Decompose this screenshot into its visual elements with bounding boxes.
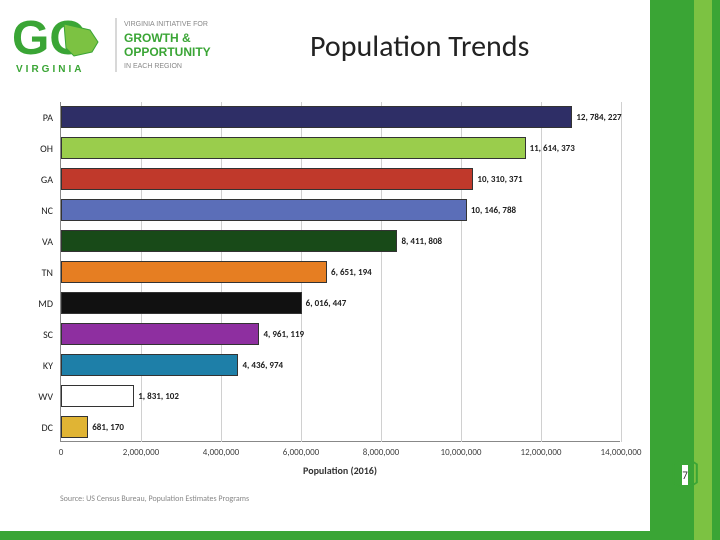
logo-tagline-4: IN EACH REGION xyxy=(124,63,182,70)
bar-row: GA10, 310, 371 xyxy=(61,168,523,190)
logo-tagline-1: VIRGINIA INITIATIVE FOR xyxy=(124,21,208,28)
virginia-shape-icon xyxy=(64,24,98,56)
bar xyxy=(61,261,327,283)
bar-row: KY4, 436, 974 xyxy=(61,354,283,376)
logo-tagline-3: OPPORTUNITY xyxy=(124,45,211,59)
x-axis-title: Population (2016) xyxy=(303,464,377,477)
category-label: DC xyxy=(42,421,61,434)
bar xyxy=(61,292,302,314)
bar xyxy=(61,168,473,190)
bar xyxy=(61,385,134,407)
bar-row: MD6, 016, 447 xyxy=(61,292,346,314)
bar-row: WV1, 831, 102 xyxy=(61,385,179,407)
x-tick-label: 12,000,000 xyxy=(521,447,562,458)
value-label: 8, 411, 808 xyxy=(401,236,442,247)
bar-row: TN6, 651, 194 xyxy=(61,261,372,283)
value-label: 1, 831, 102 xyxy=(138,391,179,402)
page-number-badge: 〔 7 〕 xyxy=(662,460,708,490)
bracket-right-icon: 〕 xyxy=(690,461,718,489)
bar xyxy=(61,137,526,159)
bar-row: PA12, 784, 227 xyxy=(61,106,622,128)
chart-source: Source: US Census Bureau, Population Est… xyxy=(60,494,249,504)
value-label: 10, 146, 788 xyxy=(471,205,516,216)
value-label: 10, 310, 371 xyxy=(477,174,522,185)
value-label: 11, 614, 373 xyxy=(530,143,575,154)
x-tick-label: 10,000,000 xyxy=(441,447,482,458)
category-label: WV xyxy=(38,390,61,403)
bar-row: DC681, 170 xyxy=(61,416,124,438)
slide: 〔 7 〕 GO VIRGINIA VIRGINIA INITIATIVE FO… xyxy=(0,0,720,540)
bar-row: NC10, 146, 788 xyxy=(61,199,516,221)
value-label: 4, 436, 974 xyxy=(242,360,283,371)
bar xyxy=(61,199,467,221)
category-label: PA xyxy=(43,111,61,124)
category-label: GA xyxy=(41,173,61,186)
category-label: NC xyxy=(41,204,61,217)
category-label: OH xyxy=(40,142,61,155)
logo-tagline-2: GROWTH & xyxy=(124,31,191,45)
bar xyxy=(61,354,238,376)
logo-virginia-text: VIRGINIA xyxy=(16,64,84,75)
x-tick-label: 6,000,000 xyxy=(283,447,319,458)
slide-title: Population Trends xyxy=(310,28,529,65)
category-label: SC xyxy=(43,328,61,341)
x-tick-label: 4,000,000 xyxy=(203,447,239,458)
page-number: 7 xyxy=(682,465,688,485)
value-label: 6, 651, 194 xyxy=(331,267,372,278)
value-label: 12, 784, 227 xyxy=(576,112,621,123)
bar xyxy=(61,106,572,128)
category-label: VA xyxy=(42,235,61,248)
go-virginia-logo: GO VIRGINIA VIRGINIA INITIATIVE FOR GROW… xyxy=(12,10,272,80)
x-tick-label: 14,000,000 xyxy=(601,447,642,458)
gridline xyxy=(621,102,622,442)
x-tick-label: 0 xyxy=(59,447,64,458)
value-label: 681, 170 xyxy=(92,422,124,433)
x-tick-label: 8,000,000 xyxy=(363,447,399,458)
bar xyxy=(61,230,397,252)
bracket-left-icon: 〔 xyxy=(652,461,680,489)
plot-area: 02,000,0004,000,0006,000,0008,000,00010,… xyxy=(60,102,620,442)
bar-row: SC4, 961, 119 xyxy=(61,323,304,345)
category-label: KY xyxy=(43,359,61,372)
category-label: MD xyxy=(38,297,61,310)
bar xyxy=(61,416,88,438)
category-label: TN xyxy=(42,266,61,279)
bottom-accent-bar xyxy=(0,531,720,540)
population-chart: 0 2,000,000 4,000,000 6,000,000 8,000,000 10,… xyxy=(60,102,620,512)
value-label: 6, 016, 447 xyxy=(306,298,347,309)
value-label: 4, 961, 119 xyxy=(263,329,304,340)
bar xyxy=(61,323,259,345)
bar-row: VA8, 411, 808 xyxy=(61,230,442,252)
x-tick-label: 2,000,000 xyxy=(123,447,159,458)
bar-row: OH11, 614, 373 xyxy=(61,137,575,159)
